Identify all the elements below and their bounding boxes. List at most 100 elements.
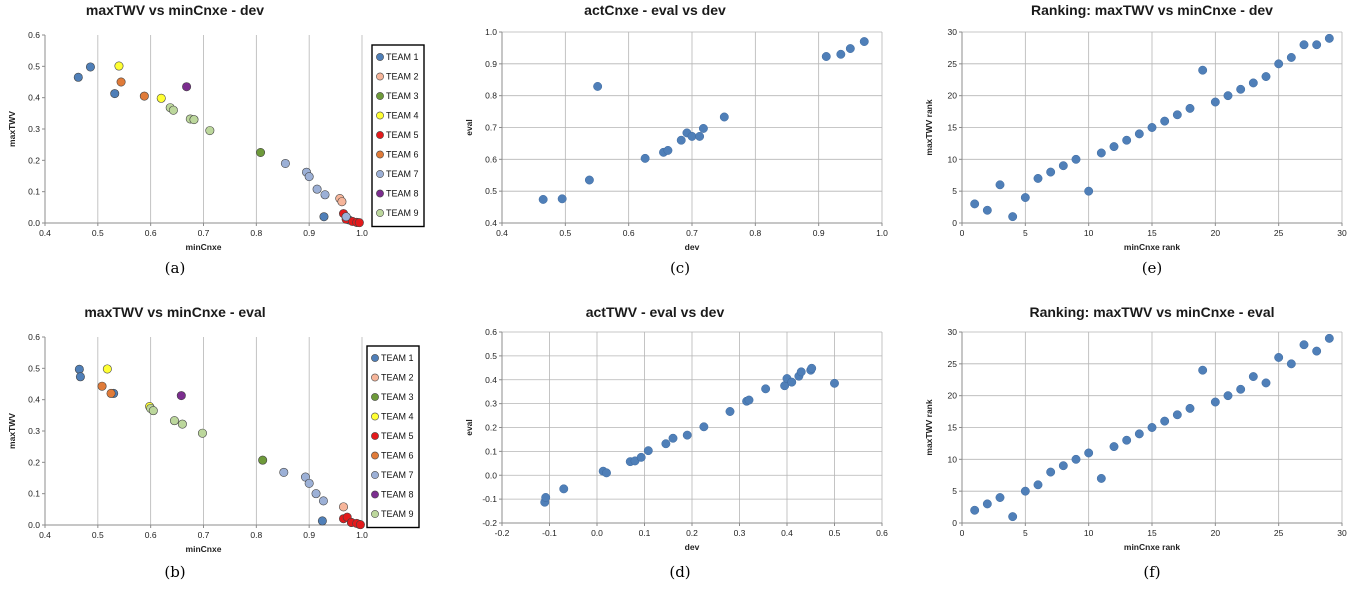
x-tick-label: 0.2: [686, 528, 698, 538]
data-point: [1286, 359, 1296, 369]
data-point: [1046, 467, 1056, 477]
data-point: [75, 372, 85, 382]
data-point: [1236, 84, 1246, 94]
x-tick-label: 0.6: [145, 530, 157, 540]
legend-label: TEAM 5: [386, 130, 419, 140]
y-axis-label: eval: [464, 419, 474, 436]
data-point: [1020, 193, 1030, 202]
legend: TEAM 1 TEAM 2 TEAM 3 TEAM 4 TEAM 5 TEAM 6 TEAM…: [366, 345, 420, 529]
data-point: [354, 218, 364, 228]
y-tick-label: 20: [948, 391, 958, 401]
x-tick-label: 0.9: [303, 530, 315, 540]
data-point: [85, 62, 95, 72]
data-point: [1109, 142, 1119, 152]
chart-title: actTWV - eval vs dev: [586, 304, 725, 320]
legend-marker: [371, 393, 379, 401]
x-tick-label: 0.8: [749, 228, 761, 238]
data-point: [114, 61, 124, 71]
x-tick-label: 1.0: [876, 228, 888, 238]
x-tick-label: 20: [1211, 528, 1221, 538]
data-point: [311, 489, 321, 499]
data-point: [168, 105, 178, 115]
y-tick-label: 0.7: [485, 123, 497, 133]
data-point: [1096, 473, 1106, 483]
x-tick-label: 0.4: [39, 530, 51, 540]
x-axis-label: minCnxe: [186, 544, 222, 554]
x-axis-label: minCnxe: [186, 242, 222, 252]
legend-label: TEAM 9: [386, 208, 419, 218]
x-tick-label: 0.7: [198, 228, 210, 238]
data-point: [1299, 40, 1309, 50]
data-point: [1033, 173, 1043, 183]
data-point: [1109, 442, 1119, 452]
data-point: [593, 81, 603, 91]
x-tick-label: 0.1: [639, 528, 651, 538]
data-point: [744, 395, 754, 405]
x-axis-label: minCnxe rank: [1124, 242, 1180, 252]
y-tick-label: -0.1: [482, 494, 497, 504]
data-point: [176, 391, 186, 401]
data-point: [1223, 391, 1233, 401]
legend-marker: [371, 471, 379, 479]
data-point: [1172, 410, 1182, 420]
y-tick-label: 0.1: [28, 187, 40, 197]
series-points: [970, 333, 1334, 522]
data-point: [602, 468, 611, 478]
x-tick-label: 0.6: [623, 228, 635, 238]
data-point: [541, 493, 551, 502]
y-tick-label: 25: [948, 59, 958, 69]
series-team-6: [97, 381, 116, 398]
data-point: [1134, 429, 1144, 439]
y-tick-label: 0.2: [28, 155, 40, 165]
data-point: [995, 180, 1005, 190]
y-tick-label: 0.0: [28, 218, 40, 228]
x-axis-label: minCnxe rank: [1124, 542, 1180, 552]
data-point: [197, 428, 207, 438]
data-point: [1084, 448, 1094, 458]
x-tick-label: 0.7: [198, 530, 210, 540]
y-axis-label: maxTWV: [7, 111, 17, 147]
data-point: [1046, 167, 1056, 177]
series-points: [538, 37, 869, 204]
legend-marker: [376, 170, 384, 178]
data-point: [304, 478, 314, 488]
data-point: [1058, 461, 1068, 471]
y-tick-label: 0: [952, 518, 957, 528]
data-point: [1147, 423, 1157, 432]
chart-title: maxTWV vs minCnxe - eval: [84, 304, 265, 320]
data-point: [1223, 91, 1233, 101]
x-tick-label: -0.2: [495, 528, 510, 538]
data-point: [1210, 97, 1220, 107]
series-team-8: [182, 82, 192, 92]
data-point: [1160, 416, 1170, 426]
subfigure-caption: (e): [1142, 259, 1163, 277]
data-point: [719, 112, 729, 122]
data-point: [636, 452, 646, 462]
x-tick-label: 0.5: [92, 228, 104, 238]
legend-label: TEAM 1: [386, 52, 419, 62]
data-point: [1096, 148, 1106, 158]
data-point: [1185, 103, 1195, 113]
legend-marker: [376, 111, 384, 120]
legend: TEAM 1 TEAM 2 TEAM 3 TEAM 4 TEAM 5 TEAM 6 TEAM…: [371, 44, 425, 228]
x-tick-label: 1.0: [356, 228, 368, 238]
legend-marker: [371, 490, 379, 499]
data-point: [1020, 486, 1030, 496]
data-point: [279, 467, 289, 477]
legend-marker: [371, 451, 379, 460]
x-tick-label: 0.4: [496, 228, 508, 238]
data-point: [1134, 129, 1144, 139]
data-point: [663, 145, 673, 155]
data-point: [1261, 72, 1271, 82]
data-point: [116, 77, 126, 87]
data-point: [995, 493, 1005, 502]
data-point: [807, 363, 817, 373]
x-tick-label: 0.3: [734, 528, 746, 538]
legend-label: TEAM 1: [381, 353, 414, 363]
series-team-4: [102, 364, 155, 412]
x-tick-label: 0.5: [829, 528, 841, 538]
data-point: [982, 499, 992, 509]
data-point: [1008, 212, 1018, 222]
data-point: [1274, 353, 1284, 362]
